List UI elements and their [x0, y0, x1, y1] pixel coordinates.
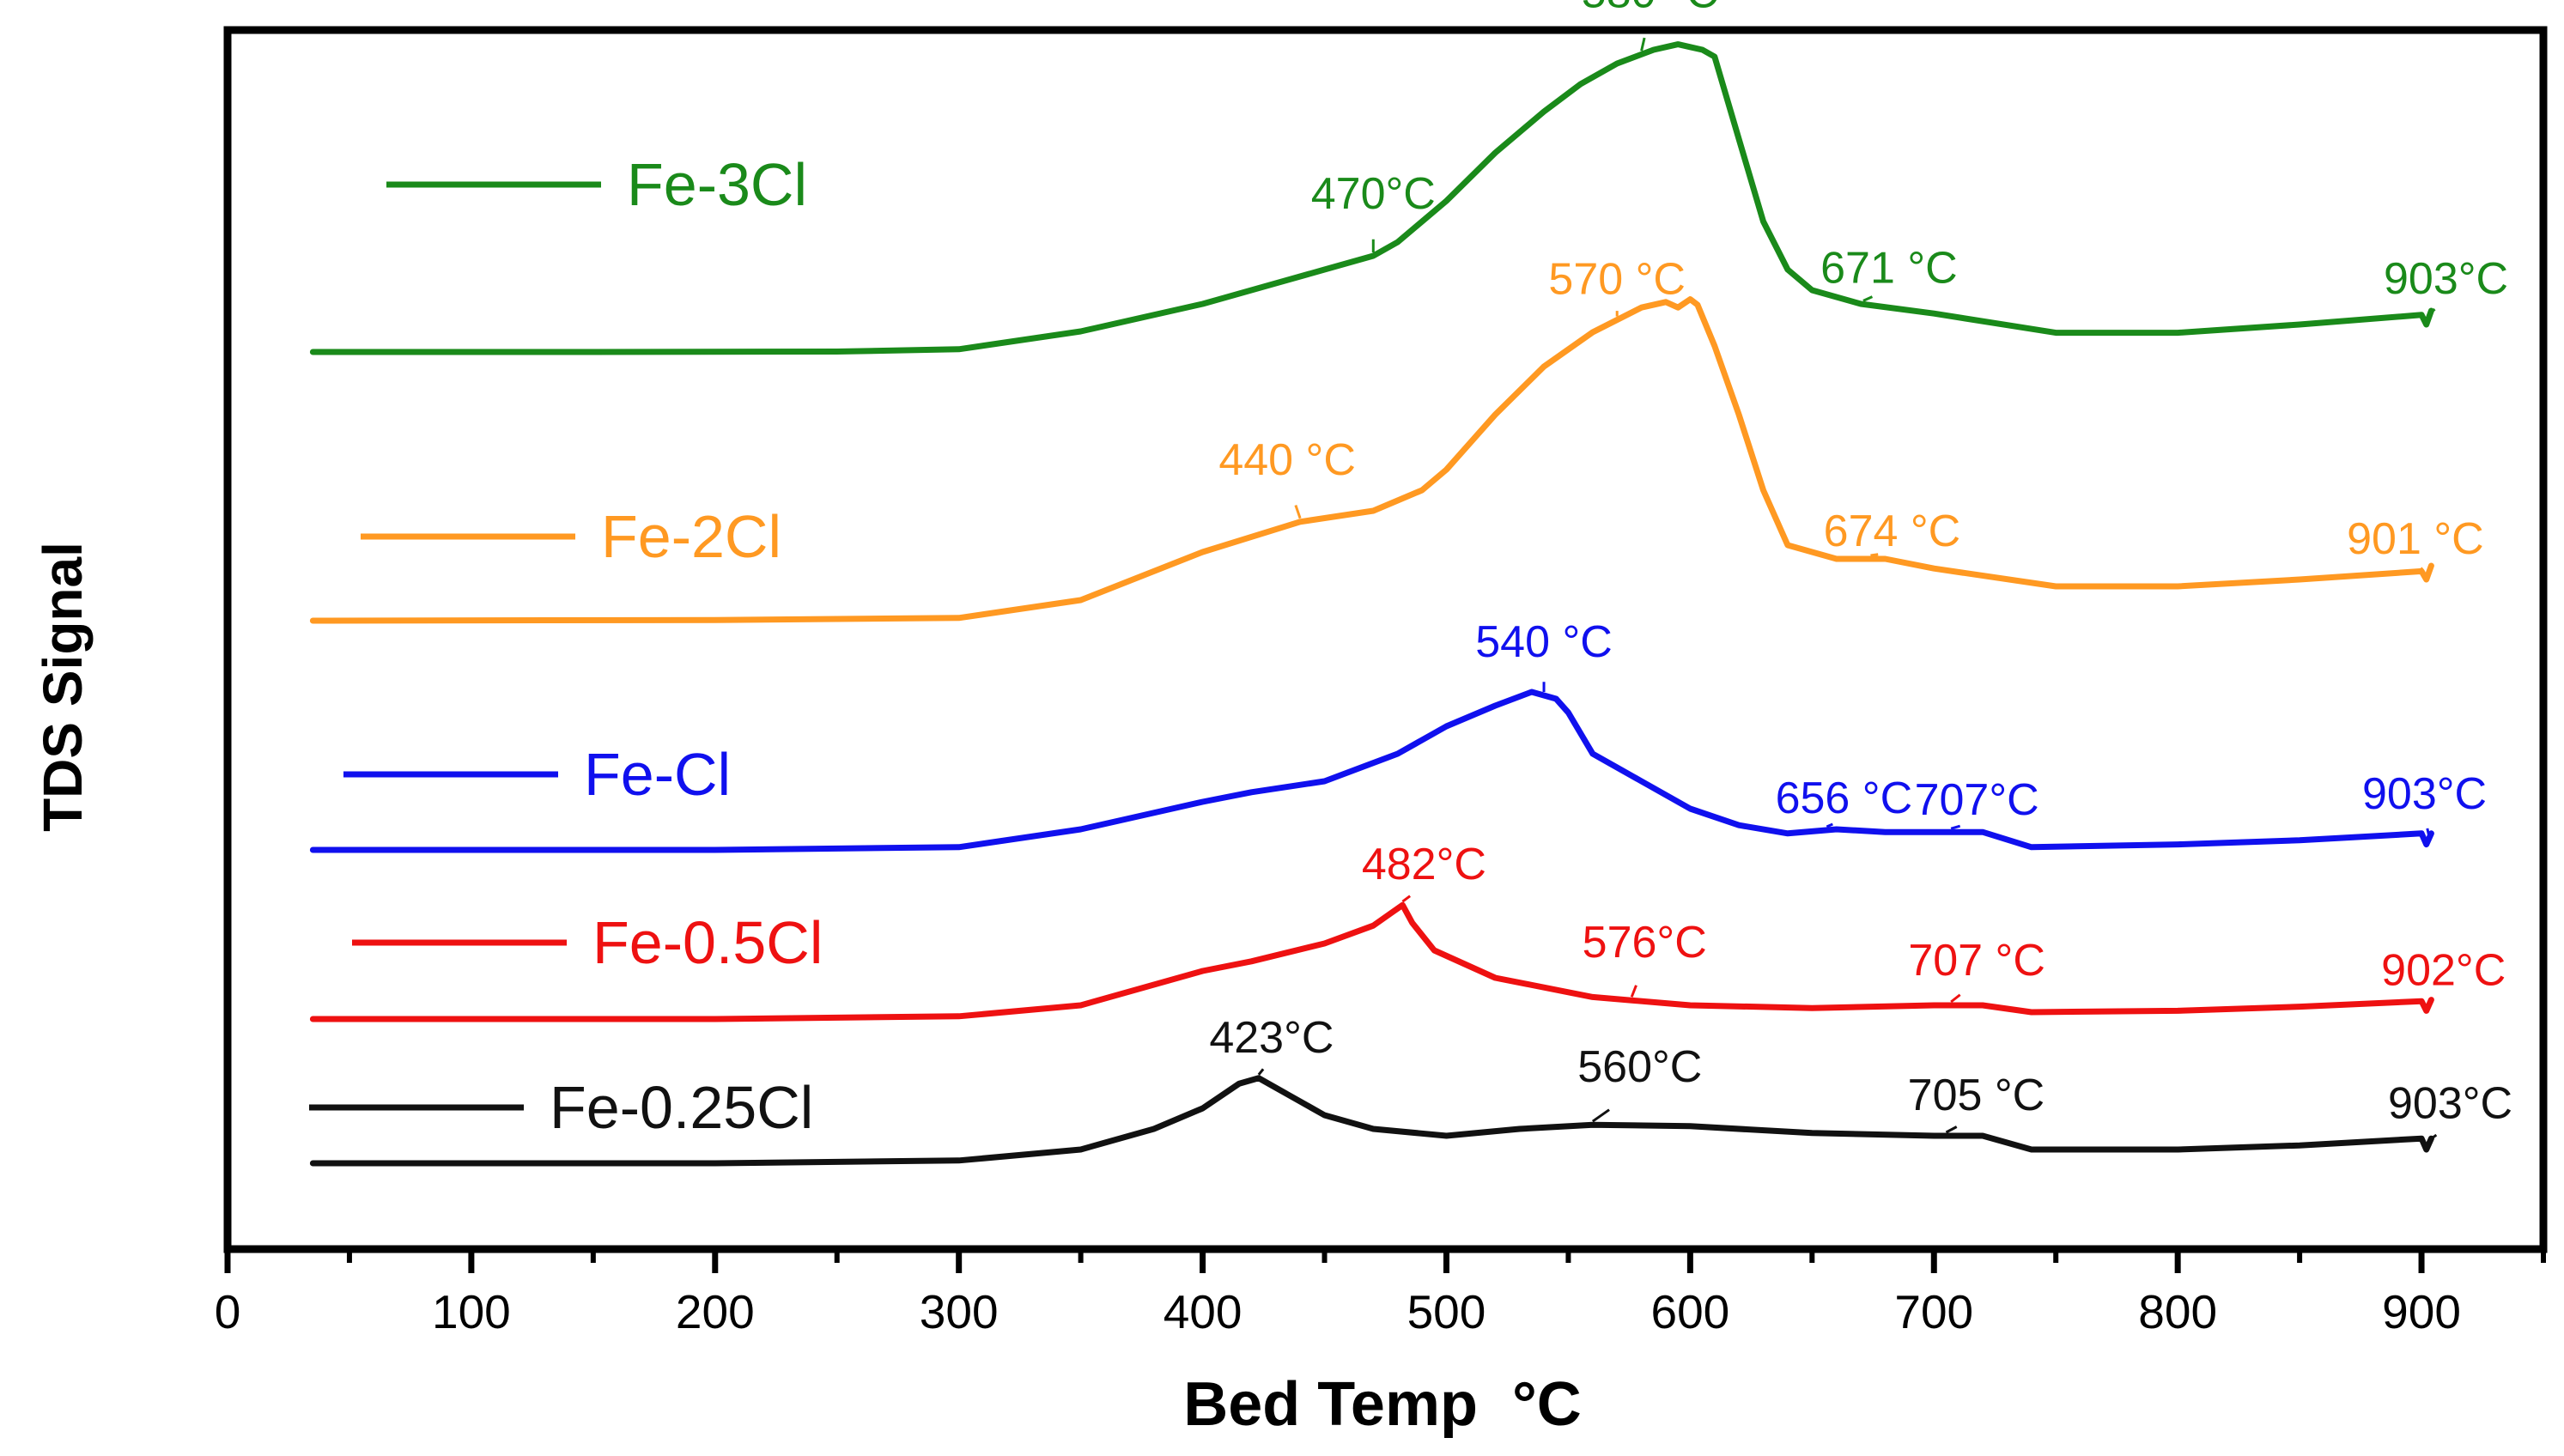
peak-leader	[2426, 828, 2431, 836]
x-axis-title: Bed Temp °C	[1183, 1370, 1582, 1439]
series-line-fe-3cl	[309, 41, 2434, 355]
peak-label: 482°C	[1362, 840, 1486, 889]
series-line-fe-2cl	[309, 296, 2434, 624]
peak-leader	[1640, 37, 1646, 52]
peak-label: 671 °C	[1820, 243, 1958, 293]
peak-label: 707°C	[1915, 775, 2039, 825]
series-line-fe-0.25cl	[309, 1075, 2434, 1167]
peak-leader	[1950, 824, 1961, 830]
peak-leader	[1401, 895, 1412, 903]
series-line-fe-cl	[309, 689, 2434, 853]
x-tick-label: 500	[1407, 1285, 1486, 1338]
peak-leader	[2427, 1133, 2438, 1142]
peak-label: 656 °C	[1776, 774, 1913, 823]
peak-leader	[1591, 1108, 1610, 1123]
peak-label: 560°C	[1577, 1042, 1702, 1092]
peak-leader	[1630, 985, 1637, 998]
peak-leader	[2425, 1000, 2433, 1009]
peak-label: 423°C	[1209, 1013, 1334, 1063]
peak-label: 440 °C	[1218, 435, 1356, 485]
peak-leader	[1294, 505, 1302, 519]
x-tick-label: 300	[920, 1285, 999, 1338]
peak-label: 902°C	[2381, 945, 2506, 995]
x-tick-label: 0	[215, 1285, 241, 1338]
legend-label: Fe-0.25Cl	[550, 1074, 813, 1141]
peak-leader	[1862, 295, 1874, 302]
peak-label: 903°C	[2362, 769, 2487, 819]
x-tick-label: 700	[1894, 1285, 1973, 1338]
x-axis: 0 100 200 300 400 500 600 700 800 900	[215, 1249, 2546, 1338]
peak-label: 903°C	[2384, 254, 2508, 304]
x-tick-label: 100	[432, 1285, 511, 1338]
peak-label: 470°C	[1311, 169, 1436, 219]
x-tick-label: 200	[676, 1285, 755, 1338]
peak-leader	[2420, 567, 2426, 573]
legend: Fe-3Cl Fe-2Cl Fe-Cl Fe-0.5Cl Fe-0.25Cl	[309, 151, 823, 1141]
peak-labels: 470°C 580 °C 671 °C 903°C 440 °C 570 °C 674 °C…	[1209, 0, 2512, 1142]
peak-leader	[2427, 308, 2436, 316]
legend-label: Fe-2Cl	[601, 503, 781, 570]
peak-label: 570 °C	[1548, 255, 1686, 305]
peak-leader	[1945, 1125, 1958, 1134]
peak-leader	[1950, 993, 1961, 1004]
x-tick-label: 800	[2138, 1285, 2217, 1338]
legend-label: Fe-3Cl	[627, 151, 807, 218]
peak-label: 707 °C	[1908, 936, 2045, 986]
peak-label: 576°C	[1583, 918, 1707, 968]
x-tick-label: 900	[2382, 1285, 2461, 1338]
peak-label: 901 °C	[2347, 514, 2484, 564]
series-layer	[309, 41, 2434, 1167]
peak-label: 674 °C	[1824, 507, 1961, 556]
legend-label: Fe-Cl	[584, 741, 731, 808]
plot-frame	[223, 26, 2548, 1253]
x-tick-label: 400	[1164, 1285, 1243, 1338]
legend-label: Fe-0.5Cl	[592, 909, 823, 976]
plot-border	[223, 26, 2548, 1253]
peak-label: 540 °C	[1475, 617, 1613, 667]
series-line-fe-0.5cl	[309, 901, 2434, 1022]
y-axis-title: TDS Signal	[32, 542, 94, 832]
peak-label: 580 °C	[1582, 0, 1719, 17]
peak-leader	[1257, 1068, 1265, 1076]
peak-label: 705 °C	[1908, 1071, 2045, 1120]
peak-label: 903°C	[2388, 1079, 2512, 1129]
peak-leader	[1826, 822, 1833, 828]
x-tick-label: 600	[1650, 1285, 1729, 1338]
